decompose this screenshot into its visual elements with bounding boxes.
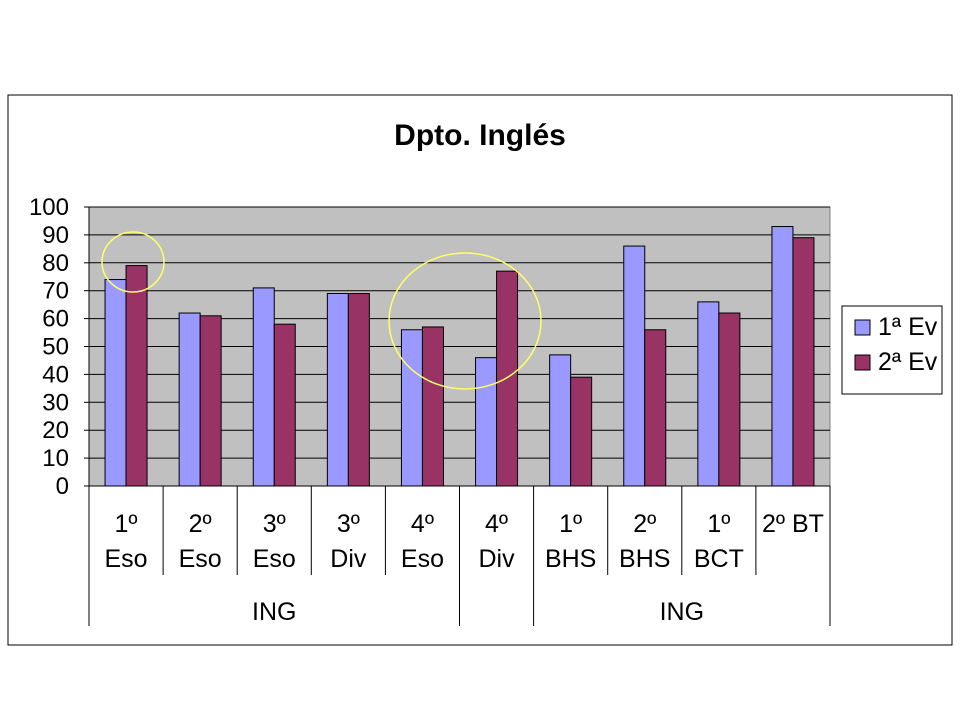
y-tick-label: 70: [42, 278, 69, 305]
category-label: Div: [478, 545, 515, 573]
category-label: Eso: [401, 545, 444, 573]
group-label: ING: [252, 598, 296, 626]
bar-1-4: [326, 292, 349, 487]
legend-swatch-1: [854, 319, 871, 336]
legend-label-2: 2ª Ev: [878, 348, 938, 376]
y-tick-label: 50: [42, 334, 69, 361]
bar-1-8: [623, 245, 646, 487]
category-label: 3º: [263, 510, 286, 538]
bar-2-1: [125, 265, 148, 487]
category-label: Eso: [105, 545, 148, 573]
y-tick-label: 90: [42, 222, 69, 249]
category-label: Div: [330, 545, 367, 573]
bar-1-3: [252, 287, 275, 487]
category-label: 2º BT: [762, 510, 824, 538]
category-label: 1º: [115, 510, 138, 538]
y-tick-label: 20: [42, 417, 69, 444]
bar-2-3: [273, 323, 296, 487]
bar-1-10: [771, 226, 794, 487]
y-tick-label: 0: [56, 473, 69, 500]
y-tick-label: 30: [42, 389, 69, 416]
bars: [104, 226, 815, 487]
legend: 1ª Ev 2ª Ev: [841, 305, 943, 395]
y-tick-label: 40: [42, 361, 69, 388]
category-label: 2º: [633, 510, 656, 538]
bar-2-4: [347, 292, 370, 487]
bar-1-7: [549, 354, 572, 487]
category-label: BHS: [545, 545, 596, 573]
annotations: [101, 231, 542, 390]
category-label: 4º: [411, 510, 434, 538]
bar-1-5: [400, 329, 423, 487]
bar-1-6: [475, 357, 498, 487]
bar-1-1: [104, 279, 127, 487]
bar-1-9: [697, 301, 720, 487]
group-label: ING: [660, 598, 704, 626]
bar-2-2: [199, 315, 222, 487]
category-label: 1º: [559, 510, 582, 538]
legend-label-1: 1ª Ev: [878, 313, 938, 341]
bar-2-10: [792, 237, 815, 487]
y-tick-label: 80: [42, 250, 69, 277]
category-label: Eso: [253, 545, 296, 573]
chart-title: Dpto. Inglés: [394, 119, 566, 152]
highlight-circle-2: [388, 252, 542, 390]
category-label: BCT: [694, 545, 744, 573]
category-label: 3º: [337, 510, 360, 538]
legend-swatch-2: [854, 354, 871, 371]
bar-2-8: [644, 329, 667, 487]
x-axis: 1º Eso 2º Eso 3º Eso 3º Div 4º Eso 4º Div 1º BHS 2º BHS…: [88, 485, 831, 626]
bar-2-9: [718, 312, 741, 487]
category-label: 2º: [189, 510, 212, 538]
highlight-circle-1: [101, 231, 165, 293]
category-label: 1º: [707, 510, 730, 538]
y-tick-label: 10: [42, 445, 69, 472]
category-label: 4º: [485, 510, 508, 538]
bar-2-7: [570, 376, 593, 487]
bar-2-5: [421, 326, 444, 487]
bar-1-2: [178, 312, 201, 487]
y-tick-label: 100: [29, 194, 69, 221]
y-tick-label: 60: [42, 306, 69, 333]
category-label: BHS: [619, 545, 670, 573]
category-label: Eso: [179, 545, 222, 573]
